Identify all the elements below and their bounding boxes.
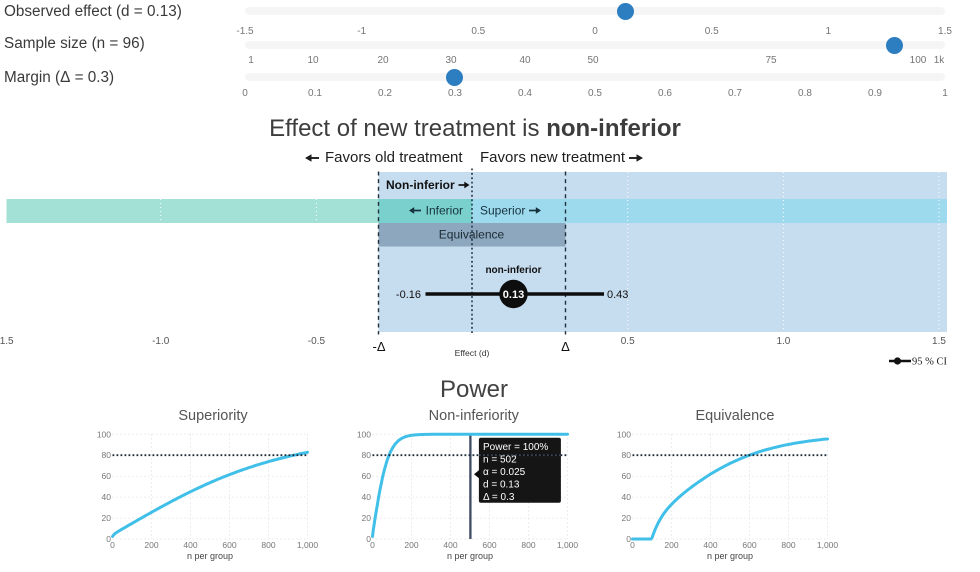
svg-text:n per group: n per group <box>187 551 233 561</box>
svg-text:0.5: 0.5 <box>621 336 635 347</box>
svg-text:100: 100 <box>617 429 631 439</box>
svg-text:-Δ: -Δ <box>372 339 385 354</box>
svg-text:40: 40 <box>102 492 112 502</box>
svg-text:Non-inferior: Non-inferior <box>386 178 455 192</box>
svg-text:1,000: 1,000 <box>297 540 319 550</box>
svg-text:100: 100 <box>357 429 371 439</box>
svg-text:400: 400 <box>183 540 197 550</box>
svg-text:0: 0 <box>106 534 111 544</box>
svg-text:0.13: 0.13 <box>503 289 524 301</box>
svg-text:1.5: 1.5 <box>932 336 946 347</box>
svg-text:0: 0 <box>366 534 371 544</box>
svg-text:Equivalence: Equivalence <box>439 228 505 242</box>
svg-text:Δ: Δ <box>561 339 570 354</box>
svg-text:400: 400 <box>703 540 717 550</box>
svg-text:20: 20 <box>622 513 632 523</box>
svg-text:60: 60 <box>102 471 112 481</box>
svg-text:100: 100 <box>97 429 111 439</box>
svg-text:-0.5: -0.5 <box>308 336 326 347</box>
svg-text:200: 200 <box>144 540 158 550</box>
svg-text:Superior: Superior <box>480 204 525 218</box>
svg-text:Non-inferiority: Non-inferiority <box>429 408 520 424</box>
svg-text:Effect (d): Effect (d) <box>455 348 490 358</box>
svg-text:20: 20 <box>102 513 112 523</box>
svg-text:0: 0 <box>626 534 631 544</box>
svg-text:400: 400 <box>443 540 457 550</box>
svg-text:600: 600 <box>742 540 756 550</box>
svg-text:-1.0: -1.0 <box>152 336 170 347</box>
svg-text:800: 800 <box>521 540 535 550</box>
svg-text:60: 60 <box>362 471 372 481</box>
svg-text:40: 40 <box>362 492 372 502</box>
svg-text:Inferior: Inferior <box>426 204 463 218</box>
svg-text:d = 0.13: d = 0.13 <box>483 480 520 491</box>
svg-text:800: 800 <box>781 540 795 550</box>
svg-text:0: 0 <box>630 540 635 550</box>
svg-text:n per group: n per group <box>707 551 753 561</box>
svg-text:0: 0 <box>110 540 115 550</box>
svg-text:80: 80 <box>622 450 632 460</box>
svg-text:n per group: n per group <box>447 551 493 561</box>
svg-text:80: 80 <box>362 450 372 460</box>
svg-text:non-inferior: non-inferior <box>485 265 541 276</box>
svg-text:40: 40 <box>622 492 632 502</box>
svg-text:1.0: 1.0 <box>776 336 790 347</box>
svg-text:0.43: 0.43 <box>607 289 628 301</box>
svg-text:80: 80 <box>102 450 112 460</box>
svg-text:α = 0.025: α = 0.025 <box>483 467 526 478</box>
svg-text:Δ = 0.3: Δ = 0.3 <box>483 492 515 503</box>
svg-text:200: 200 <box>664 540 678 550</box>
svg-text:200: 200 <box>404 540 418 550</box>
svg-text:-1.5: -1.5 <box>0 336 14 347</box>
svg-text:20: 20 <box>362 513 372 523</box>
svg-text:800: 800 <box>261 540 275 550</box>
svg-text:Superiority: Superiority <box>178 408 248 424</box>
svg-text:Power = 100%: Power = 100% <box>483 442 548 453</box>
svg-text:600: 600 <box>222 540 236 550</box>
svg-text:-0.16: -0.16 <box>396 289 421 301</box>
svg-text:95 % CI: 95 % CI <box>912 357 948 368</box>
svg-text:600: 600 <box>482 540 496 550</box>
svg-text:Equivalence: Equivalence <box>696 408 775 424</box>
svg-text:1,000: 1,000 <box>557 540 579 550</box>
svg-text:n = 502: n = 502 <box>483 455 517 466</box>
svg-text:1,000: 1,000 <box>817 540 839 550</box>
svg-text:60: 60 <box>622 471 632 481</box>
svg-text:0: 0 <box>370 540 375 550</box>
